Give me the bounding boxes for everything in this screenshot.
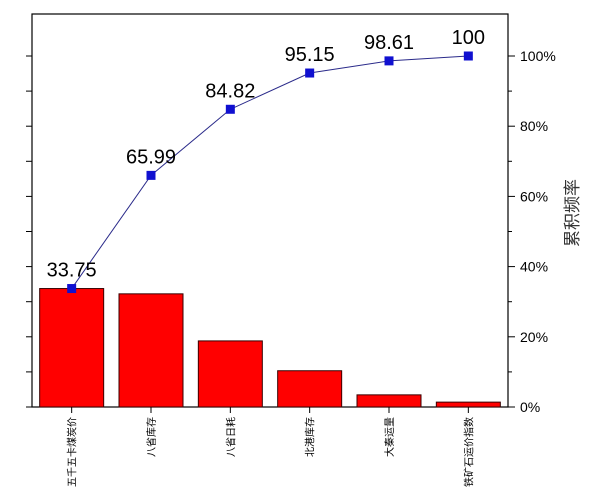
bar bbox=[118, 293, 184, 408]
right-axis-ticks: 0% 20% 40% 60% 80% 100% bbox=[508, 48, 556, 415]
bars bbox=[39, 288, 501, 408]
right-tick-label: 80% bbox=[520, 118, 548, 134]
right-tick-label: 0% bbox=[520, 399, 540, 415]
category-label: 铁矿石运价指数 bbox=[462, 417, 475, 487]
right-tick-label: 20% bbox=[520, 329, 548, 345]
data-label: 84.82 bbox=[205, 80, 255, 102]
bar bbox=[356, 394, 422, 408]
cumulative-line bbox=[71, 55, 469, 289]
category-label: 大秦运量 bbox=[383, 417, 396, 457]
data-label: 65.99 bbox=[126, 146, 176, 168]
cumulative-marker bbox=[463, 51, 473, 61]
cumulative-marker bbox=[146, 170, 156, 180]
data-label: 98.61 bbox=[364, 32, 414, 54]
cumulative-marker bbox=[67, 284, 77, 294]
chart-frame bbox=[31, 13, 509, 408]
category-label: 八省库存 bbox=[145, 417, 158, 457]
data-labels: 33.75 65.99 84.82 95.15 98.61 100 bbox=[47, 27, 485, 282]
data-label: 100 bbox=[452, 27, 485, 49]
data-label: 33.75 bbox=[47, 260, 97, 282]
cumulative-marker bbox=[384, 56, 394, 66]
bar bbox=[435, 401, 501, 408]
data-label: 95.15 bbox=[285, 44, 335, 66]
cumulative-marker bbox=[305, 68, 315, 78]
bar bbox=[39, 288, 105, 408]
bar bbox=[277, 370, 343, 408]
right-axis-label: 累积频率 bbox=[563, 179, 583, 247]
left-axis-ticks bbox=[26, 55, 32, 408]
bar bbox=[197, 340, 263, 408]
category-label: 八省日耗 bbox=[224, 417, 237, 457]
category-labels: 五千五卡煤炭价 八省库存 八省日耗 北港库存 大秦运量 铁矿石运价指数 bbox=[66, 407, 475, 487]
category-label: 北港库存 bbox=[304, 417, 317, 457]
right-tick-label: 60% bbox=[520, 188, 548, 204]
right-tick-label: 100% bbox=[520, 48, 556, 64]
category-label: 五千五卡煤炭价 bbox=[66, 417, 79, 487]
right-tick-label: 40% bbox=[520, 259, 548, 275]
cumulative-markers bbox=[67, 51, 473, 294]
cumulative-marker bbox=[225, 104, 235, 114]
